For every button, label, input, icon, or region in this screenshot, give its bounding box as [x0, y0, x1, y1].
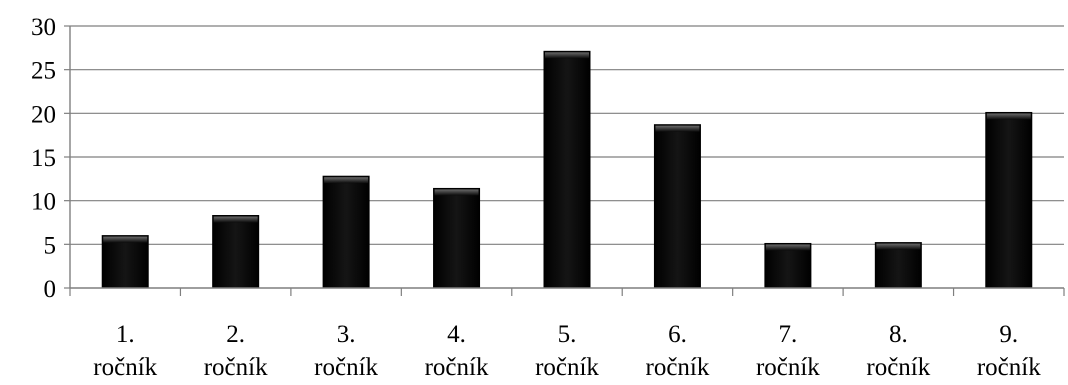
y-tick-label: 5 [44, 232, 57, 259]
bar-body [101, 235, 149, 289]
x-tick-label-line: ročník [756, 354, 820, 381]
bar-body [874, 242, 922, 289]
x-tick-label: 8. ročník [866, 321, 930, 381]
y-tick-label: 10 [31, 189, 56, 216]
x-tick-label: 4. ročník [425, 321, 489, 381]
bar-bevel [876, 243, 921, 250]
x-tick-label: 9. ročník [977, 321, 1041, 381]
bar-bevel [655, 125, 700, 132]
x-tick-label-line: ročník [866, 354, 930, 381]
x-tick-label-line: 4. [447, 321, 466, 348]
bar [764, 242, 812, 289]
x-tick-label-line: 6. [668, 321, 687, 348]
bar [985, 111, 1033, 289]
x-tick-label-line: 2. [226, 321, 245, 348]
bar-bevel [103, 236, 148, 243]
bar-bevel [324, 177, 369, 184]
x-tick-label-line: ročník [314, 354, 378, 381]
x-tick-label-line: ročník [646, 354, 710, 381]
y-axis-tick-labels: 0 5 10 15 20 25 30 [31, 14, 56, 303]
x-tick-label-line: 8. [889, 321, 908, 348]
x-tick-label: 2. ročník [204, 321, 268, 381]
x-tick-label: 1. ročník [93, 321, 157, 381]
bar-body [543, 50, 591, 289]
bar-bevel [765, 244, 810, 251]
bar-body [653, 124, 701, 289]
bar-body [433, 187, 481, 289]
y-tick-label: 25 [31, 58, 56, 85]
bars [101, 50, 1033, 289]
x-tick-label: 3. ročník [314, 321, 378, 381]
x-tick-label: 5. ročník [535, 321, 599, 381]
bar-bevel [986, 113, 1031, 120]
x-tick-label-line: 1. [116, 321, 135, 348]
bar [101, 235, 149, 289]
y-tick-label: 30 [31, 14, 56, 41]
x-tick-label-line: ročník [204, 354, 268, 381]
x-tick-label: 7. ročník [756, 321, 820, 381]
x-tick-label-line: ročník [425, 354, 489, 381]
x-tick-label-line: 3. [337, 321, 356, 348]
x-tick-label-line: 5. [558, 321, 577, 348]
x-tick-label-line: 7. [779, 321, 798, 348]
bar-body [322, 175, 370, 289]
bar [322, 175, 370, 289]
y-tick-label: 0 [44, 276, 57, 303]
bar-bevel [434, 189, 479, 196]
x-tick-label-line: ročník [535, 354, 599, 381]
x-tick-label-line: ročník [93, 354, 157, 381]
bar-body [985, 111, 1033, 289]
x-tick-label-line: 9. [999, 321, 1018, 348]
axes [64, 25, 1065, 296]
x-tick-label-line: ročník [977, 354, 1041, 381]
bar-bevel [213, 216, 258, 223]
y-tick-label: 15 [31, 145, 56, 172]
bar [874, 242, 922, 289]
bar [653, 124, 701, 289]
bar [212, 215, 260, 289]
x-axis-category-labels: 1. ročník 2. ročník 3. ročník 4. ročník 5. ročník… [93, 321, 1041, 381]
bar-body [212, 215, 260, 289]
y-tick-label: 20 [31, 101, 56, 128]
bar [543, 50, 591, 289]
x-tick-label: 6. ročník [646, 321, 710, 381]
bar-bevel [545, 52, 589, 59]
bar [433, 187, 481, 289]
